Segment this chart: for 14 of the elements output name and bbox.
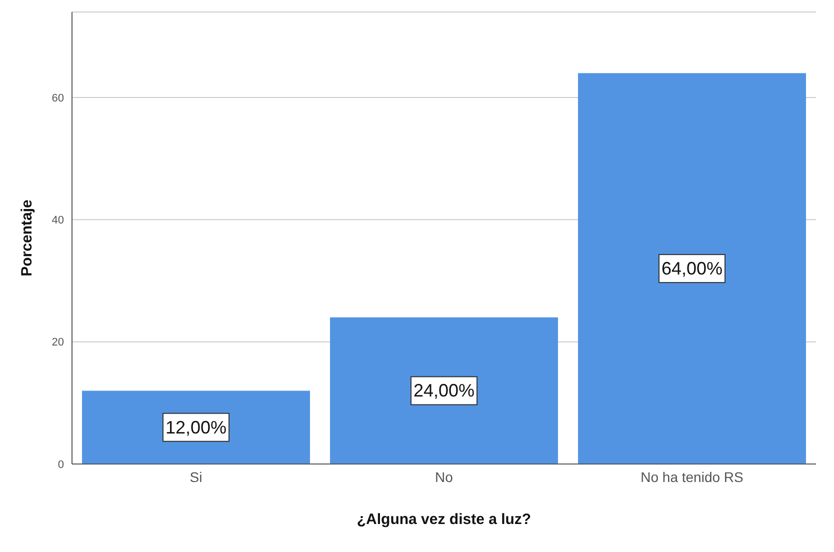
y-tick-label: 60 [52,92,64,104]
data-label: 12,00% [165,417,227,438]
x-tick-label: No [435,468,454,485]
y-tick-label: 40 [52,214,64,227]
x-tick-label: No ha tenido RS [640,468,744,485]
y-tick-label: 0 [58,458,64,471]
data-label: 24,00% [413,380,475,401]
bar [330,317,558,464]
y-tick-label: 20 [52,336,64,349]
bar [578,73,806,464]
data-label: 64,00% [661,258,723,279]
x-axis-title: ¿Alguna vez diste a luz? [356,511,532,528]
y-axis-title: Porcentaje [18,200,36,276]
x-tick-label: Si [190,468,202,485]
